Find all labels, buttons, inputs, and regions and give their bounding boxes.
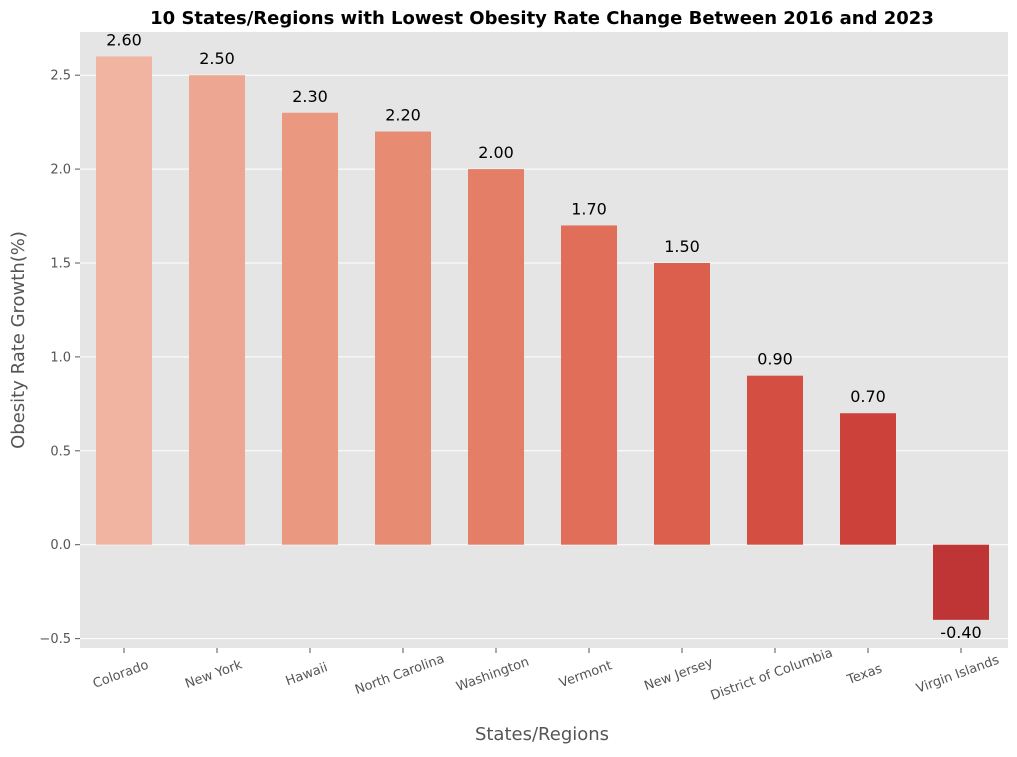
x-tick-label: Washington: [454, 655, 531, 695]
x-tick-label: Virgin Islands: [914, 653, 1001, 697]
y-tick-label: 0.5: [50, 444, 71, 459]
x-tick-label: Colorado: [91, 658, 151, 692]
bar-vermont: [561, 225, 617, 545]
data-label: 1.70: [571, 199, 607, 218]
data-label: 2.30: [292, 87, 328, 106]
x-tick-label: Hawaii: [284, 660, 330, 689]
data-label: 2.50: [199, 49, 235, 68]
bar-virgin-islands: [933, 544, 989, 620]
bar-district-of-columbia: [747, 375, 803, 545]
data-label: 2.00: [478, 143, 514, 162]
data-label: -0.40: [940, 623, 981, 642]
x-tick-label: New York: [183, 657, 245, 692]
data-label: 2.60: [106, 30, 142, 49]
y-tick-label: 2.0: [50, 163, 71, 178]
bar-texas: [840, 413, 896, 545]
x-axis-ticks: Colorado New York Hawaii North Carolina Wash…: [91, 646, 1002, 704]
bar-new-jersey: [654, 263, 710, 545]
y-axis-label: Obesity Rate Growth(%): [8, 231, 29, 449]
bar-hawaii: [282, 112, 338, 545]
bar-washington: [468, 169, 524, 545]
data-label: 1.50: [664, 237, 700, 256]
bars: [96, 56, 989, 620]
x-tick-label: District of Columbia: [709, 646, 835, 704]
data-label: 0.70: [850, 387, 886, 406]
y-axis-ticks: −0.5 0.0 0.5 1.0 1.5 2.0 2.5: [39, 69, 80, 647]
bar-north-carolina: [375, 131, 431, 545]
data-labels: 2.60 2.50 2.30 2.20 2.00 1.70 1.50 0.90 0.70 -0.4…: [106, 30, 982, 641]
bar-colorado: [96, 56, 152, 545]
x-tick-label: New Jersey: [642, 655, 715, 694]
data-label: 0.90: [757, 350, 793, 369]
y-tick-label: 0.0: [50, 538, 71, 553]
data-label: 2.20: [385, 106, 421, 125]
bar-new-york: [189, 75, 245, 545]
y-tick-label: −0.5: [39, 632, 71, 647]
y-tick-label: 1.0: [50, 350, 71, 365]
x-tick-label: North Carolina: [353, 652, 446, 698]
x-tick-label: Texas: [844, 661, 884, 688]
chart-title: 10 States/Regions with Lowest Obesity Ra…: [150, 8, 934, 29]
x-tick-label: Vermont: [557, 658, 614, 691]
y-tick-label: 1.5: [50, 257, 71, 272]
y-tick-label: 2.5: [50, 69, 71, 84]
x-axis-label: States/Regions: [475, 724, 609, 745]
